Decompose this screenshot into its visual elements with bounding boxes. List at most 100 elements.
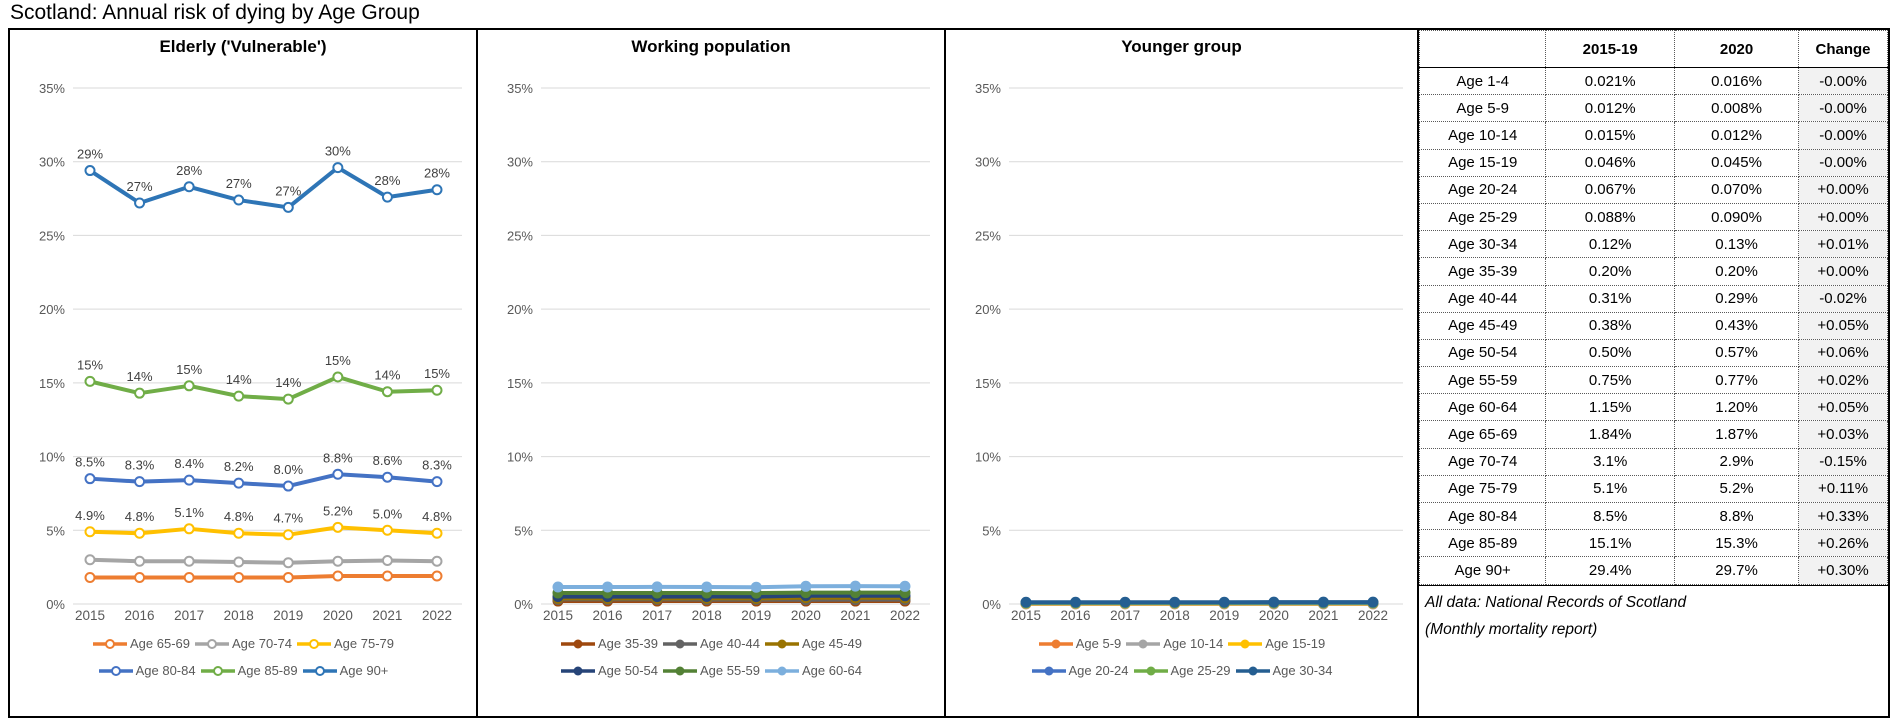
data-label: 8.8%	[323, 450, 353, 465]
age-group-cell: Age 20-24	[1418, 175, 1547, 204]
data-point-marker	[183, 555, 195, 567]
legend-swatch-icon	[1235, 666, 1270, 675]
age-group-cell: Age 75-79	[1418, 474, 1547, 504]
data-point-marker	[750, 581, 762, 593]
age-group-cell: Age 25-29	[1418, 202, 1547, 232]
value-cell: -0.00%	[1798, 94, 1888, 123]
data-point-marker	[84, 473, 96, 485]
legend-row: Age 5-9 Age 10-14 Age 15-19	[946, 630, 1417, 657]
data-point-marker	[332, 521, 344, 533]
data-label: 15%	[325, 353, 351, 368]
data-label: 15%	[77, 357, 103, 372]
age-group-cell: Age 40-44	[1418, 284, 1547, 313]
data-label: 8.2%	[224, 459, 254, 474]
x-tick-label: 2021	[840, 608, 870, 623]
y-tick-label: 5%	[982, 523, 1001, 538]
series-line	[556, 593, 907, 599]
table-row: Age 55-59 0.75% 0.77% +0.02%	[1418, 366, 1888, 395]
data-point-marker	[431, 527, 443, 539]
x-tick-label: 2018	[1160, 608, 1190, 623]
value-cell: 15.1%	[1545, 529, 1676, 558]
value-cell: 0.088%	[1545, 202, 1676, 232]
legend-label: Age 35-39	[598, 636, 658, 651]
value-cell: -0.00%	[1798, 121, 1888, 150]
data-point-marker	[134, 197, 146, 209]
data-point-marker	[134, 555, 146, 567]
value-cell: +0.02%	[1798, 366, 1888, 395]
legend-item: Age 50-54	[560, 663, 658, 678]
y-tick-label: 5%	[46, 523, 65, 538]
value-cell: 0.070%	[1674, 175, 1800, 204]
legend-label: Age 50-54	[598, 663, 658, 678]
data-point-marker	[381, 524, 393, 536]
younger-legend: Age 5-9 Age 10-14 Age 15-19 Age 20-24 Age 25…	[946, 630, 1417, 684]
legend-label: Age 90+	[339, 663, 389, 678]
y-tick-label: 15%	[975, 376, 1001, 391]
data-point-marker	[701, 581, 713, 593]
value-cell: 0.012%	[1674, 121, 1800, 150]
data-point-marker	[1070, 596, 1082, 608]
data-label: 14%	[275, 375, 301, 390]
legend-item: Age 25-29	[1133, 663, 1231, 678]
legend-swatch-icon	[561, 666, 595, 675]
legend-swatch-icon	[663, 639, 697, 648]
age-group-cell: Age 30-34	[1418, 230, 1547, 259]
legend-swatch-icon	[302, 665, 337, 676]
data-label: 8.3%	[125, 458, 155, 473]
age-group-cell: Age 5-9	[1418, 94, 1547, 123]
panel-working-title: Working population	[631, 37, 791, 56]
age-group-cell: Age 80-84	[1418, 501, 1547, 531]
value-cell: 2.9%	[1674, 447, 1800, 476]
data-point-marker	[1268, 596, 1280, 608]
value-cell: 0.008%	[1674, 94, 1800, 123]
value-cell: 0.20%	[1674, 257, 1800, 286]
value-cell: +0.00%	[1798, 257, 1888, 286]
table-header-cell: Change	[1798, 30, 1888, 68]
value-cell: 0.77%	[1674, 366, 1800, 395]
legend-item: Age 75-79	[296, 636, 394, 651]
panel-elderly-title: Elderly ('Vulnerable')	[159, 37, 327, 56]
value-cell: 5.1%	[1545, 474, 1676, 504]
legend-label: Age 65-69	[130, 636, 190, 651]
y-tick-label: 25%	[975, 228, 1001, 243]
data-point-marker	[899, 580, 911, 592]
data-label: 14%	[226, 372, 252, 387]
data-point-marker	[431, 184, 443, 196]
data-point-marker	[84, 571, 96, 583]
legend-item: Age 30-34	[1235, 663, 1333, 678]
x-tick-label: 2018	[224, 608, 254, 623]
data-label: 28%	[424, 166, 450, 181]
legend-row: Age 80-84 Age 85-89 Age 90+	[10, 657, 476, 684]
table-row: Age 40-44 0.31% 0.29% -0.02%	[1418, 284, 1888, 313]
data-point-marker	[381, 471, 393, 483]
legend-swatch-icon	[1031, 666, 1066, 675]
table-header-cell: 2015-19	[1545, 30, 1676, 68]
y-tick-label: 30%	[975, 155, 1001, 170]
panel-working: Working population 35% 30% 25% 20% 15% 10% 5% 0…	[478, 30, 946, 716]
data-label: 27%	[127, 179, 153, 194]
x-tick-label: 2016	[593, 608, 623, 623]
legend-swatch-icon	[200, 665, 235, 676]
value-cell: 8.8%	[1674, 501, 1800, 531]
data-point-marker	[849, 580, 861, 592]
x-tick-label: 2021	[1308, 608, 1338, 623]
working-line-chart: 35% 30% 25% 20% 15% 10% 5% 0% 2015 2016 2017 2018 20…	[507, 81, 930, 623]
panel-younger-title: Younger group	[1121, 37, 1242, 56]
x-tick-label: 2015	[75, 608, 105, 623]
data-point-marker	[381, 386, 393, 398]
data-point-marker	[282, 557, 294, 569]
value-cell: 0.016%	[1674, 66, 1800, 96]
value-cell: 0.067%	[1545, 175, 1676, 204]
legend-swatch-icon	[93, 638, 127, 649]
y-tick-label: 25%	[39, 228, 65, 243]
data-point-marker	[332, 162, 344, 174]
data-label: 8.6%	[373, 453, 403, 468]
data-label: 28%	[374, 173, 400, 188]
value-cell: 0.75%	[1545, 366, 1676, 395]
data-label: 14%	[374, 368, 400, 383]
legend-label: Age 55-59	[700, 663, 760, 678]
x-tick-label: 2022	[422, 608, 452, 623]
value-cell: +0.33%	[1798, 501, 1888, 531]
data-point-marker	[84, 526, 96, 538]
y-tick-label: 0%	[46, 597, 65, 612]
